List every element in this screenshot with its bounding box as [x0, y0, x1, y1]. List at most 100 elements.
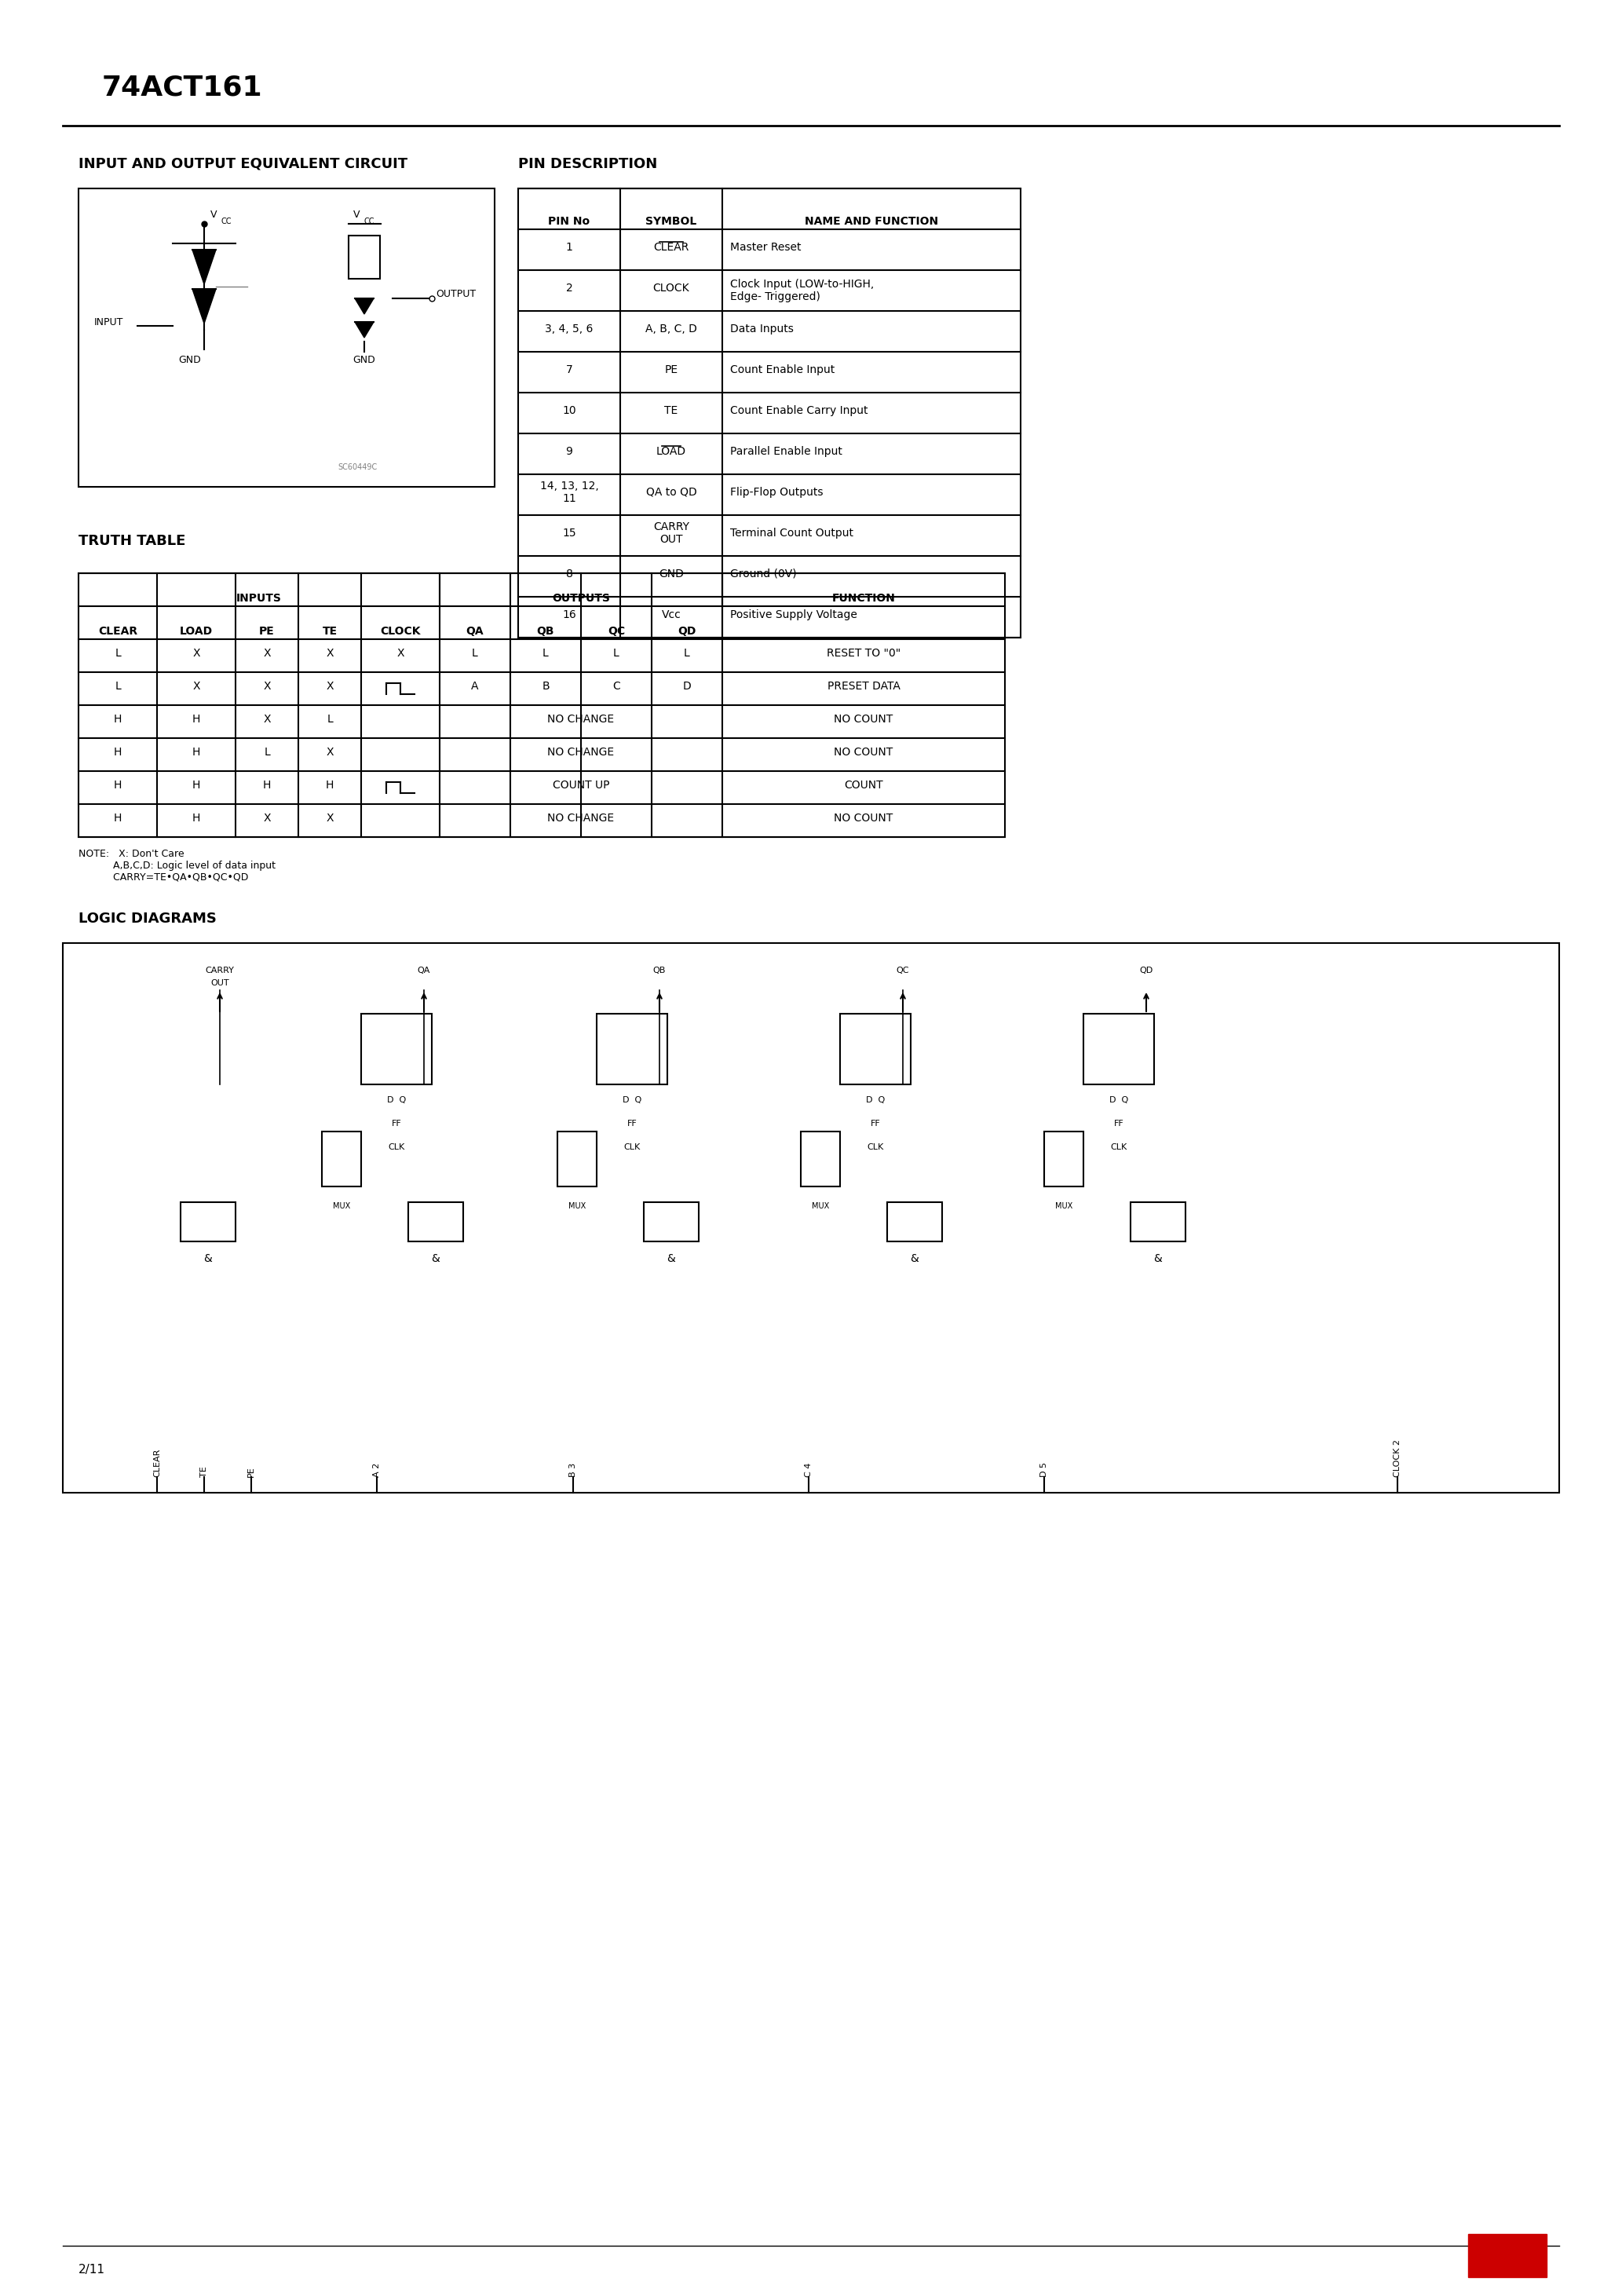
Text: C 4: C 4	[805, 1463, 813, 1476]
Text: CLEAR: CLEAR	[152, 1449, 161, 1476]
Text: QA: QA	[466, 627, 483, 636]
Text: L: L	[613, 647, 620, 659]
Bar	[517, 188, 1020, 638]
Text: NAME AND FUNCTION: NAME AND FUNCTION	[805, 216, 938, 227]
Text: A: A	[472, 682, 478, 691]
Text: FF: FF	[628, 1120, 637, 1127]
Text: CLEAR: CLEAR	[654, 241, 689, 253]
Bar	[321, 1132, 362, 1187]
Text: LOGIC DIAGRAMS: LOGIC DIAGRAMS	[78, 912, 217, 925]
Text: MUX: MUX	[333, 1203, 350, 1210]
Text: L: L	[543, 647, 548, 659]
Text: Data Inputs: Data Inputs	[730, 324, 793, 335]
Text: H: H	[263, 781, 271, 790]
Text: H: H	[191, 781, 201, 790]
Bar	[1468, 2234, 1547, 2278]
Text: 3, 4, 5, 6: 3, 4, 5, 6	[545, 324, 594, 335]
Text: CC: CC	[365, 218, 375, 225]
Text: NO CHANGE: NO CHANGE	[548, 813, 615, 824]
Text: PIN No: PIN No	[548, 216, 590, 227]
Text: D  Q: D Q	[1109, 1095, 1129, 1104]
Text: 2/11: 2/11	[78, 2264, 105, 2275]
Text: L: L	[326, 714, 333, 726]
Text: CARRY
OUT: CARRY OUT	[654, 521, 689, 544]
Text: H: H	[114, 813, 122, 824]
Text: PRESET DATA: PRESET DATA	[827, 682, 900, 691]
Text: X: X	[397, 647, 404, 659]
Text: Parallel Enable Input: Parallel Enable Input	[730, 445, 842, 457]
Text: 16: 16	[563, 608, 576, 620]
Text: PIN DESCRIPTION: PIN DESCRIPTION	[517, 156, 657, 172]
Text: Positive Supply Voltage: Positive Supply Voltage	[730, 608, 856, 620]
Bar	[558, 1132, 597, 1187]
Text: FF: FF	[391, 1120, 402, 1127]
Bar	[801, 1132, 840, 1187]
Text: X: X	[326, 813, 334, 824]
Text: 14, 13, 12,
11: 14, 13, 12, 11	[540, 480, 599, 505]
Text: PE: PE	[665, 365, 678, 374]
Text: X: X	[193, 647, 200, 659]
Text: L: L	[472, 647, 478, 659]
Text: Vcc: Vcc	[662, 608, 681, 620]
Text: L: L	[684, 647, 689, 659]
Text: SC60449C: SC60449C	[337, 464, 376, 471]
Text: TRUTH TABLE: TRUTH TABLE	[78, 535, 185, 549]
Text: GND: GND	[659, 569, 684, 579]
Text: H: H	[191, 746, 201, 758]
Text: 10: 10	[563, 404, 576, 416]
Bar	[362, 1015, 431, 1084]
Text: V: V	[211, 209, 217, 220]
Text: X: X	[263, 714, 271, 726]
Text: QD: QD	[1140, 967, 1153, 974]
Polygon shape	[355, 298, 373, 315]
Text: RESET TO "0": RESET TO "0"	[827, 647, 900, 659]
Bar	[644, 1203, 699, 1242]
Text: A, B, C, D: A, B, C, D	[646, 324, 697, 335]
Text: X: X	[326, 682, 334, 691]
Text: GND: GND	[354, 356, 376, 365]
Bar	[78, 188, 495, 487]
Text: D  Q: D Q	[388, 1095, 406, 1104]
Text: D  Q: D Q	[866, 1095, 886, 1104]
Text: X: X	[193, 682, 200, 691]
Text: D  Q: D Q	[623, 1095, 642, 1104]
Text: NO COUNT: NO COUNT	[834, 813, 894, 824]
Polygon shape	[193, 289, 216, 324]
Text: INPUT: INPUT	[94, 317, 123, 326]
Text: GND: GND	[178, 356, 201, 365]
Text: TE: TE	[665, 404, 678, 416]
Text: 8: 8	[566, 569, 573, 579]
Text: 1: 1	[566, 241, 573, 253]
Text: QC: QC	[608, 627, 624, 636]
Text: CLK: CLK	[1111, 1143, 1127, 1150]
Text: OUTPUTS: OUTPUTS	[551, 592, 610, 604]
Text: H: H	[191, 813, 201, 824]
Bar	[840, 1015, 910, 1084]
Bar	[63, 944, 1559, 1492]
Text: PE: PE	[247, 1467, 255, 1476]
Bar	[1045, 1132, 1083, 1187]
Text: QB: QB	[654, 967, 667, 974]
Text: CLK: CLK	[388, 1143, 406, 1150]
Text: ST: ST	[1489, 2250, 1525, 2275]
Text: NO COUNT: NO COUNT	[834, 746, 894, 758]
Text: CLK: CLK	[623, 1143, 641, 1150]
Text: X: X	[263, 647, 271, 659]
Text: &: &	[431, 1254, 440, 1265]
Text: LOAD: LOAD	[180, 627, 212, 636]
Text: 7: 7	[566, 365, 573, 374]
Text: H: H	[326, 781, 334, 790]
Text: INPUTS: INPUTS	[237, 592, 282, 604]
Text: OUTPUT: OUTPUT	[436, 289, 475, 298]
Text: H: H	[114, 714, 122, 726]
Text: X: X	[326, 647, 334, 659]
Text: B 3: B 3	[569, 1463, 577, 1476]
Text: PE: PE	[260, 627, 274, 636]
Bar	[1083, 1015, 1155, 1084]
Text: Ground (0V): Ground (0V)	[730, 569, 796, 579]
Text: X: X	[326, 746, 334, 758]
Text: 57: 57	[1486, 2239, 1528, 2268]
Text: 74ACT161: 74ACT161	[102, 73, 263, 101]
Text: Terminal Count Output: Terminal Count Output	[730, 528, 853, 540]
Text: CLEAR: CLEAR	[97, 627, 138, 636]
